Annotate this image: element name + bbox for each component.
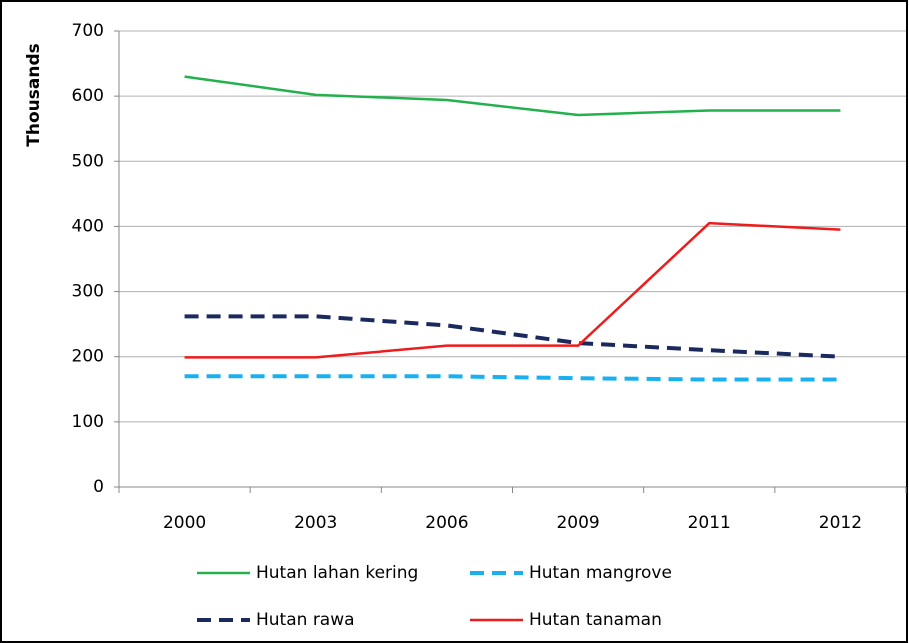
- y-tick-label: 300: [72, 282, 104, 302]
- y-tick-label: 600: [72, 86, 104, 106]
- series-line: [184, 75, 841, 117]
- x-tick-label: 2000: [163, 513, 206, 533]
- x-tick-label: 2009: [556, 513, 599, 533]
- series-line: [184, 221, 841, 359]
- x-tick-label: 2006: [425, 513, 468, 533]
- legend-label: Hutan rawa: [256, 610, 355, 630]
- x-tick-label: 2011: [688, 513, 731, 533]
- x-tick-label: 2003: [294, 513, 337, 533]
- y-tick-label: 0: [93, 477, 104, 497]
- y-tick-label: 500: [72, 151, 104, 171]
- legend-label: Hutan lahan kering: [256, 563, 418, 583]
- legend-label: Hutan tanaman: [529, 610, 662, 630]
- y-tick-label: 200: [72, 347, 104, 367]
- y-tick-label: 400: [72, 216, 104, 236]
- y-axis-label: Thousands: [24, 43, 44, 146]
- x-tick-label: 2012: [819, 513, 862, 533]
- y-tick-label: 700: [72, 21, 104, 41]
- y-tick-label: 100: [72, 412, 104, 432]
- legend-label: Hutan mangrove: [529, 563, 672, 583]
